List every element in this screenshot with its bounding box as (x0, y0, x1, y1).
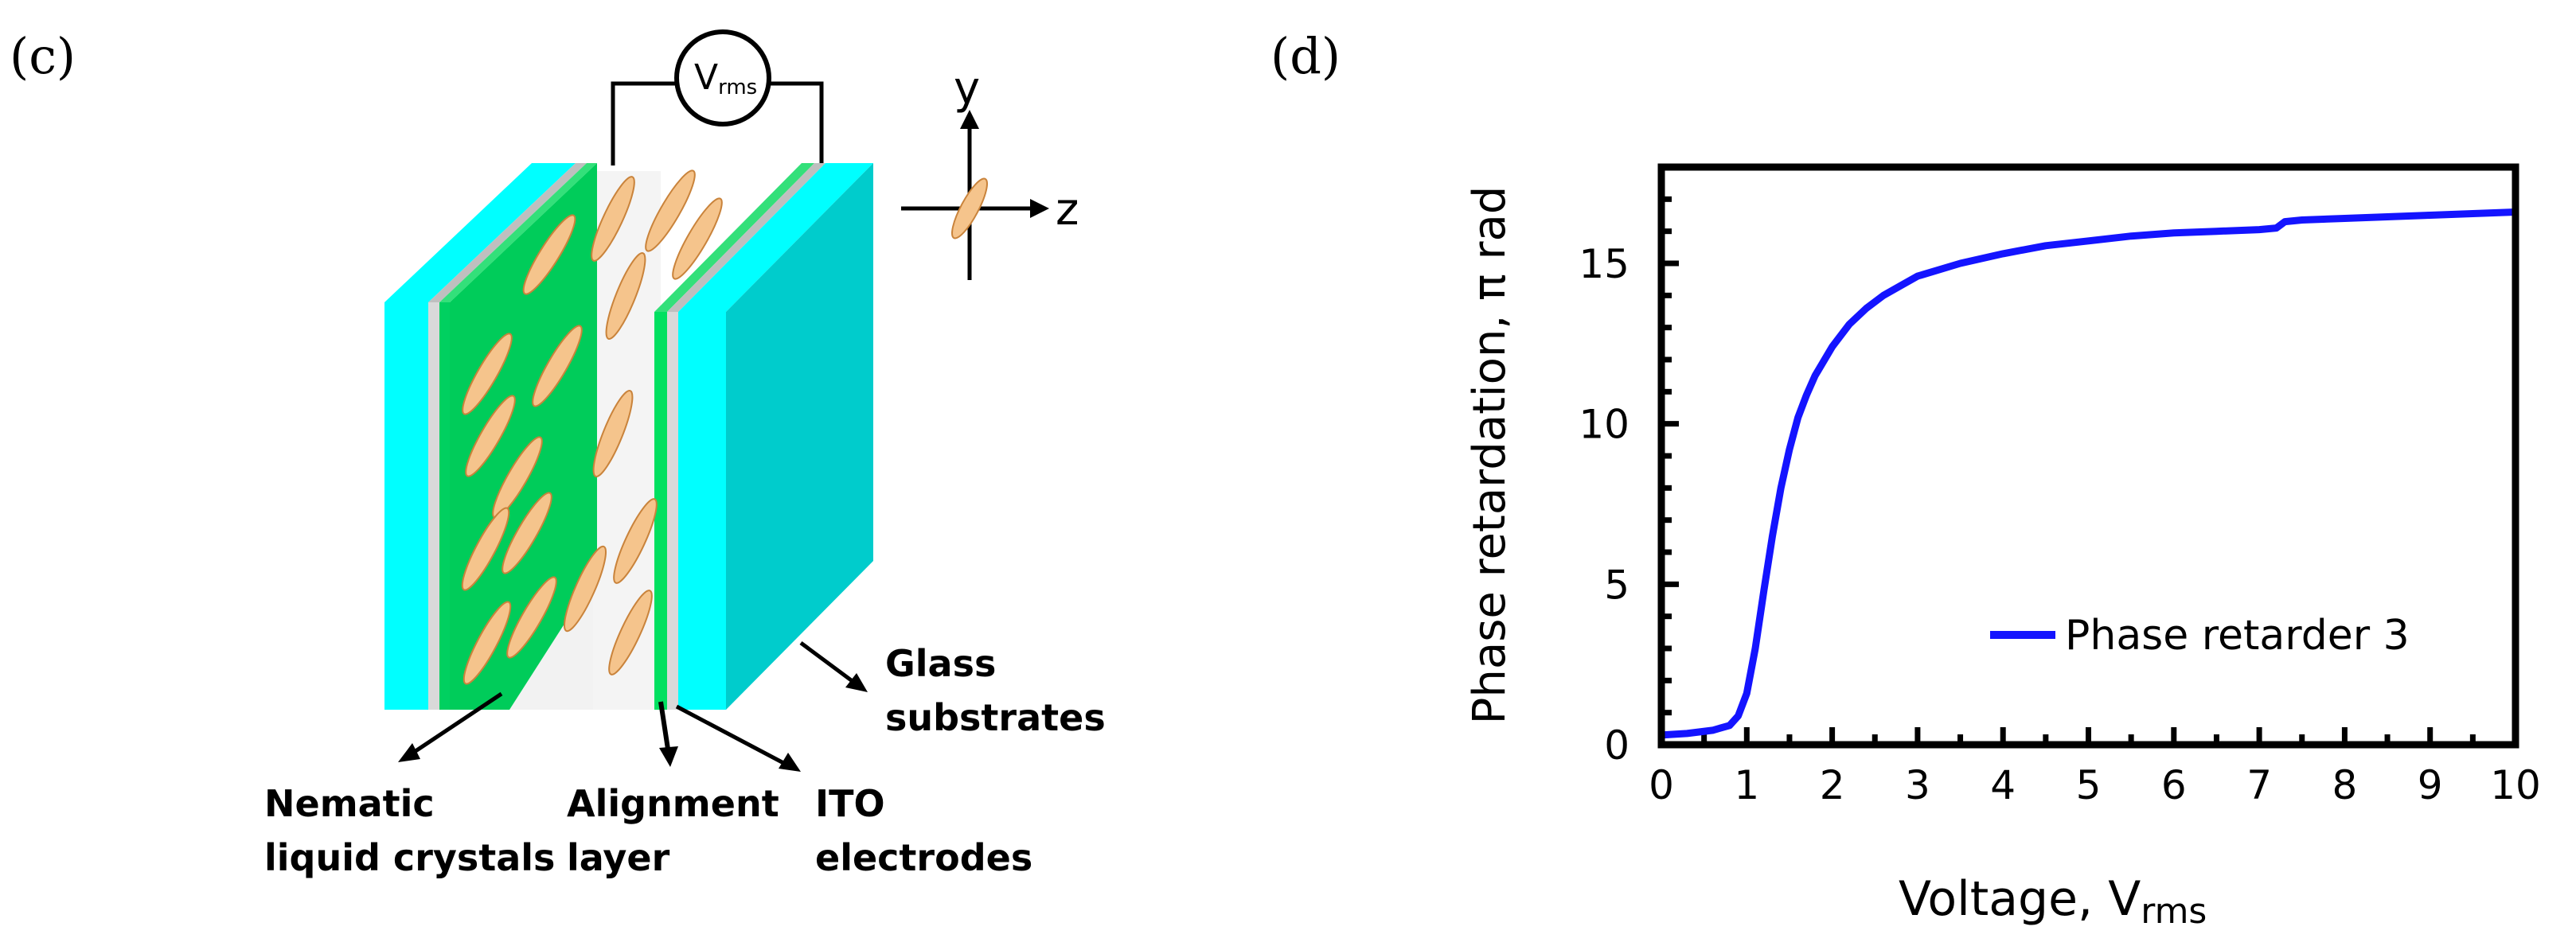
left-alignment-top (428, 163, 587, 302)
left-glass-top (384, 163, 576, 302)
left-alignment-layer (428, 302, 439, 710)
nematic-label-line1: Nematic (264, 782, 435, 825)
x-tick-label: 9 (2418, 762, 2443, 808)
right-alignment-layer (667, 312, 678, 710)
right-electrode-top (654, 163, 814, 312)
right-alignment-top (667, 163, 825, 312)
lc-molecule (522, 214, 576, 295)
series-line-phase-retarder-3 (1657, 208, 2519, 739)
x-tick-label: 1 (1734, 762, 1759, 808)
alignment-label-line1: Alignment (567, 782, 779, 825)
voltage-source: Vrms (611, 29, 824, 165)
nematic-label-line2: liquid crystals (264, 836, 555, 879)
y-tick-label: 10 (1579, 402, 1630, 448)
y-axis-label: y (954, 63, 980, 115)
lc-molecule (608, 590, 653, 675)
lc-cell (384, 163, 873, 710)
lc-molecule (591, 176, 635, 262)
circuit-wire-right (771, 81, 824, 165)
x-tick-label: 4 (1990, 762, 2016, 808)
alignment-label-line2: layer (567, 836, 670, 879)
right-glass-front (678, 312, 726, 710)
glass-label-line1: Glass (885, 642, 996, 685)
glass-label-line2: substrates (885, 696, 1106, 739)
label-arrows (398, 640, 868, 772)
voltage-source-symbol: Vrms (694, 57, 757, 99)
lc-molecule (461, 507, 510, 591)
right-glass-top (678, 163, 873, 312)
voltage-source-circle (674, 29, 771, 127)
left-electrode-edge (439, 302, 450, 710)
panel-c-label: (c) (10, 27, 76, 85)
lc-region-back (593, 171, 661, 710)
phase-retardation-chart: 0 1 2 3 4 5 6 7 8 9 10 0 5 10 15 Phase retarder 3 Pha… (1464, 163, 2541, 932)
alignment-arrowhead (659, 746, 678, 767)
lc-molecules (461, 169, 723, 685)
x-tick-labels: 0 1 2 3 4 5 6 7 8 9 10 (1649, 762, 2541, 808)
left-electrode-top (439, 163, 597, 302)
x-tick-label: 10 (2490, 762, 2541, 808)
x-axis-title: Voltage, Vrms (1899, 871, 2207, 932)
plot-frame (1657, 163, 2519, 749)
x-tick-label: 0 (1649, 762, 1674, 808)
x-tick-label: 6 (2161, 762, 2187, 808)
panel-c: (c) Vrms y z (10, 27, 1106, 879)
lc-molecule (532, 325, 583, 407)
legend-label: Phase retarder 3 (2065, 612, 2410, 660)
y-tick-labels: 0 5 10 15 (1579, 241, 1630, 769)
coordinate-axes: y z (901, 63, 1079, 280)
nematic-arrowhead (398, 743, 420, 762)
circuit-wire-left (611, 81, 675, 165)
left-electrode-face (450, 163, 597, 710)
lc-molecule (613, 498, 658, 584)
x-tick-label: 2 (1820, 762, 1845, 808)
x-tick-label: 3 (1905, 762, 1930, 808)
lc-molecule (672, 197, 723, 280)
lc-molecule (592, 390, 634, 477)
ito-label-line2: electrodes (815, 836, 1032, 879)
y-tick-label: 5 (1604, 562, 1630, 608)
z-axis-label: z (1056, 184, 1079, 236)
ito-arrow-line (675, 704, 790, 768)
lc-molecule (605, 252, 646, 340)
panel-c-labels: Glass substrates Nematic liquid crystals… (264, 642, 1106, 879)
y-axis-title: Phase retardation, π rad (1464, 186, 1516, 725)
x-tick-label: 8 (2332, 762, 2357, 808)
y-tick-label: 15 (1579, 241, 1630, 287)
nematic-arrow-line (409, 691, 503, 757)
x-tick-label: 5 (2076, 762, 2102, 808)
lc-molecule (465, 395, 516, 477)
legend: Phase retarder 3 (1990, 612, 2410, 660)
ito-arrowhead (779, 753, 801, 772)
lc-molecule (463, 601, 512, 685)
panel-d-label: (d) (1270, 27, 1341, 85)
right-glass-side (726, 163, 873, 710)
lc-molecule (645, 169, 696, 252)
glass-arrowhead (845, 673, 868, 692)
alignment-arrow-line (658, 701, 671, 755)
y-axis-arrowhead (960, 110, 979, 129)
ito-label-line1: ITO (815, 782, 885, 825)
lc-molecule-axis-icon (951, 177, 988, 239)
x-tick-label: 7 (2246, 762, 2272, 808)
glass-arrow-line (799, 640, 858, 687)
y-tick-label: 0 (1604, 722, 1630, 769)
lc-molecule (462, 333, 513, 415)
lc-molecule (502, 492, 552, 574)
z-axis-arrowhead (1030, 199, 1049, 218)
lc-molecule (506, 576, 557, 659)
panel-d: (d) 0 1 2 3 4 5 6 7 8 9 10 0 5 10 15 Phase retarder 3… (1270, 27, 2541, 932)
right-electrode-layer (654, 312, 667, 710)
lc-molecule (563, 545, 607, 633)
left-glass-front (384, 302, 428, 710)
